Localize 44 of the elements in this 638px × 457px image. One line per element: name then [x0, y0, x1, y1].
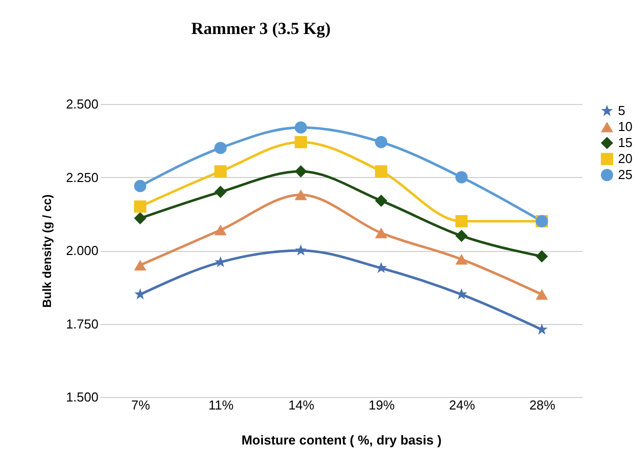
point: [134, 212, 146, 224]
point: [134, 200, 146, 213]
point: [294, 136, 307, 148]
legend-label: 15: [618, 135, 632, 150]
x-tick-label: 7%: [131, 398, 150, 412]
y-tick-label: 1.750: [66, 316, 98, 332]
point: [536, 289, 548, 300]
point: [536, 323, 548, 335]
point: [214, 165, 227, 178]
y-tick-label: 2.000: [66, 243, 98, 258]
point: [455, 254, 468, 265]
x-tick-label: 19%: [368, 398, 396, 412]
point: [294, 165, 307, 178]
point: [455, 230, 468, 242]
point: [134, 180, 146, 192]
point: [375, 194, 388, 207]
legend-label: 20: [618, 151, 632, 166]
point: [455, 215, 468, 228]
point: [295, 244, 307, 256]
x-tick-label: 24%: [448, 398, 476, 412]
point: [214, 186, 227, 198]
point: [294, 190, 307, 200]
x-tick-label: 14%: [288, 398, 315, 412]
point: [375, 136, 388, 148]
point: [134, 260, 146, 270]
legend-label: 25: [618, 167, 632, 182]
point: [134, 288, 146, 300]
point: [294, 121, 307, 134]
chart-title: Rammer 3 (3.5 Kg): [191, 19, 331, 38]
x-axis-title: Moisture content ( %, dry basis ): [241, 432, 442, 448]
x-tick-label: 11%: [208, 398, 234, 412]
point: [536, 250, 548, 262]
y-tick-label: 2.500: [66, 96, 98, 112]
legend-label: 5: [618, 103, 626, 118]
point: [455, 171, 468, 184]
y-axis-title: Bulk density (g / cc): [40, 194, 54, 308]
point: [214, 142, 227, 154]
point: [375, 228, 388, 238]
point: [214, 224, 227, 236]
point: [375, 165, 388, 178]
legend-label: 10: [618, 119, 632, 134]
x-tick-label: 28%: [529, 398, 556, 412]
y-tick-label: 1.500: [66, 390, 98, 404]
y-tick-label: 2.250: [66, 170, 98, 185]
